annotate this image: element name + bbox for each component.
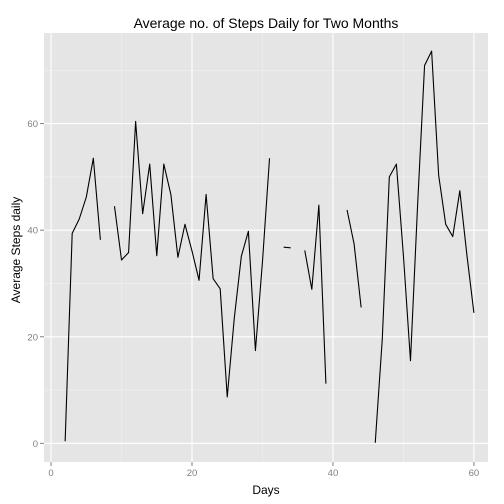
y-tick-label: 20 <box>27 332 38 343</box>
x-axis: 0 20 40 60 <box>48 462 479 479</box>
x-tick-label: 60 <box>469 468 480 479</box>
line-segment <box>64 157 101 442</box>
line-segment <box>113 120 271 398</box>
minor-grid <box>44 33 488 462</box>
line-segment <box>374 50 475 443</box>
x-tick-label: 0 <box>48 468 53 479</box>
y-axis: 0 20 40 60 <box>27 119 44 450</box>
y-axis-title: Average Steps daily <box>9 197 23 304</box>
y-tick-label: 60 <box>27 119 38 130</box>
plot-panel <box>44 33 488 462</box>
y-tick-label: 0 <box>33 439 38 450</box>
series-line <box>64 50 475 443</box>
x-tick-label: 20 <box>187 468 198 479</box>
chart-title: Average no. of Steps Daily for Two Month… <box>134 15 399 31</box>
major-grid <box>44 33 488 462</box>
line-segment <box>346 209 362 308</box>
line-segment <box>304 204 327 384</box>
x-tick-label: 40 <box>328 468 339 479</box>
line-segment <box>283 246 291 249</box>
y-tick-label: 40 <box>27 226 38 237</box>
x-axis-title: Days <box>252 483 279 497</box>
